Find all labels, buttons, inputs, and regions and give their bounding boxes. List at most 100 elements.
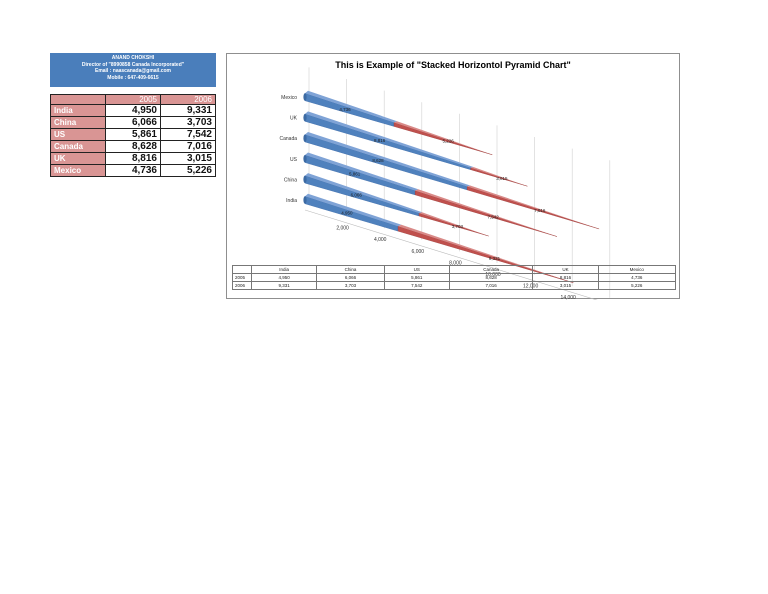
- table-row: UK 8,816 3,015: [50, 152, 216, 165]
- header-email: Email : naascanada@gmail.com: [94, 68, 171, 74]
- bar-cap: [303, 113, 307, 122]
- chart-data-table-category: Canada: [448, 265, 534, 274]
- chart-data-table-category: China: [316, 265, 385, 274]
- bar-top-2005: [305, 152, 419, 191]
- bar-segment-2006: [393, 122, 493, 155]
- table-row: China 6,066 3,703: [50, 116, 216, 129]
- chart-data-table-cell: 4,950: [250, 273, 318, 282]
- chart-data-table-category: US: [383, 265, 450, 274]
- cell-2005: 6,066: [105, 116, 161, 129]
- table-row: Canada 8,628 7,016: [50, 140, 216, 153]
- table-corner: [50, 94, 106, 105]
- bar-segment-2005: [304, 175, 420, 217]
- header-mobile: Mobile : 647-409-6615: [107, 74, 159, 81]
- chart-data-table-category: Mexico: [597, 265, 677, 274]
- x-tick-label: 2,000: [336, 226, 349, 232]
- data-label-2005: 4,736: [339, 107, 351, 112]
- cell-2006: 7,016: [160, 140, 216, 153]
- cell-2006: 7,542: [160, 128, 216, 141]
- header-name: ANAND CHOKSHI: [111, 55, 155, 61]
- bar-cap: [303, 196, 307, 204]
- data-label-2006: 3,015: [496, 176, 508, 181]
- bar-top-2006: [394, 121, 493, 155]
- data-label-2005: 5,861: [349, 172, 361, 177]
- table-row: India 4,950 9,331: [50, 104, 216, 117]
- chart-area[interactable]: This is Example of "Stacked Horizontol P…: [226, 53, 680, 300]
- chart-data-table-category: India: [250, 265, 318, 274]
- row-label: US: [50, 128, 106, 141]
- cell-2005: 4,736: [105, 164, 161, 177]
- category-label: India: [286, 198, 297, 204]
- data-label-2005: 8,816: [374, 138, 386, 143]
- bar-top-2006: [470, 167, 528, 187]
- category-label: US: [290, 157, 298, 163]
- x-tick-label: 8,000: [449, 260, 462, 266]
- data-label-2006: 5,226: [442, 139, 454, 144]
- chart-data-table: India China US Canada UK Mexico 2005 4,9…: [232, 265, 677, 290]
- cell-2006: 5,226: [160, 164, 216, 177]
- bar-top-2005: [305, 173, 423, 214]
- cell-2006: 3,703: [160, 116, 216, 129]
- chart-data-table-cell: 9,331: [250, 281, 318, 290]
- chart-data-table-header: India China US Canada UK Mexico: [232, 265, 677, 274]
- chart-data-table-row: 2005 4,950 6,066 5,861 8,628 8,816 4,736: [232, 273, 677, 282]
- x-tick-label: 4,000: [374, 237, 387, 243]
- header-company: Director of "8990858 Canada Incorporated…: [81, 61, 185, 68]
- row-label: India: [50, 104, 106, 117]
- cell-2005: 4,950: [105, 104, 161, 117]
- data-label-2006: 3,703: [452, 224, 464, 229]
- cell-2005: 8,628: [105, 140, 161, 153]
- year-header-2005: 2005: [105, 94, 161, 105]
- row-label: China: [50, 116, 106, 129]
- data-table: 2005 2006 India 4,950 9,331 China 6,066 …: [50, 94, 216, 177]
- data-label-2006: 7,016: [534, 208, 546, 213]
- cell-2005: 8,816: [105, 152, 161, 165]
- data-label-2006: 7,542: [488, 214, 500, 219]
- bar-top-2006: [467, 185, 600, 229]
- bar-top-2005: [305, 111, 474, 168]
- chart-data-table-cell: 6,066: [316, 273, 385, 282]
- category-label: Canada: [279, 136, 297, 142]
- year-header-2006: 2006: [160, 94, 216, 105]
- bar-cap: [303, 155, 307, 163]
- data-label-2005: 4,950: [341, 210, 353, 215]
- x-tick-label: 14,000: [561, 295, 577, 300]
- category-label: Mexico: [281, 95, 297, 101]
- cell-2006: 3,015: [160, 152, 216, 165]
- cell-2006: 9,331: [160, 104, 216, 117]
- chart-data-table-cell: 3,703: [316, 281, 385, 290]
- bar-top-2006: [415, 189, 557, 237]
- chart-data-table-cell: 7,016: [448, 281, 534, 290]
- row-label: Mexico: [50, 164, 106, 177]
- row-label: UK: [50, 152, 106, 165]
- chart-data-table-cell: 8,816: [532, 273, 599, 282]
- contact-header: ANAND CHOKSHI Director of "8990858 Canad…: [50, 53, 216, 87]
- bar-top-2005: [305, 90, 398, 123]
- chart-data-table-corner: [232, 265, 252, 274]
- data-label-2005: 6,066: [351, 193, 363, 198]
- bar-top-2005: [305, 131, 471, 187]
- chart-data-table-series: 2005: [232, 273, 252, 282]
- bar-segment-2006: [418, 212, 489, 237]
- table-row: US 5,861 7,542: [50, 128, 216, 141]
- x-tick-label: 6,000: [412, 249, 425, 255]
- chart-data-table-cell: 5,226: [597, 281, 677, 290]
- chart-data-table-cell: 5,861: [383, 273, 450, 282]
- table-header-row: 2005 2006: [50, 94, 216, 105]
- bar-top-2006: [419, 212, 489, 237]
- data-label-2005: 8,628: [372, 158, 384, 163]
- bar-cap: [303, 134, 307, 142]
- table-row: Mexico 4,736 5,226: [50, 164, 216, 177]
- bar-cap: [303, 175, 307, 184]
- pyramid-chart-plot: 2,0004,0006,0008,00010,00012,00014,00016…: [279, 67, 611, 300]
- category-label: China: [284, 177, 297, 183]
- chart-data-table-category: UK: [532, 265, 599, 274]
- chart-data-table-row: 2006 9,331 3,703 7,542 7,016 3,015 5,226: [232, 281, 677, 290]
- data-label-2006: 9,331: [489, 256, 501, 261]
- chart-title: This is Example of "Stacked Horizontol P…: [335, 60, 571, 70]
- bar-cap: [303, 93, 307, 101]
- chart-data-table-series: 2006: [232, 281, 252, 290]
- row-label: Canada: [50, 140, 106, 153]
- chart-data-table-cell: 4,736: [597, 273, 677, 282]
- chart-data-table-cell: 3,015: [532, 281, 599, 290]
